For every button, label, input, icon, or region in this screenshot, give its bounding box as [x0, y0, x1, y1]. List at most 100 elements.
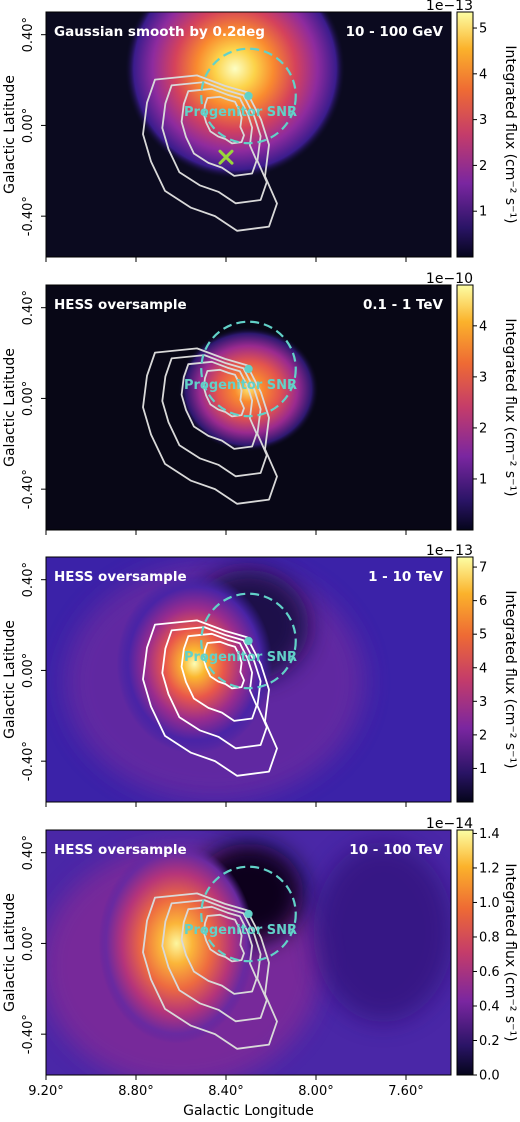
colorbar-tick-label: 2 [479, 159, 487, 174]
colorbar-tick-label: 1.4 [479, 827, 500, 842]
colorbar-tick-label: 7 [479, 561, 487, 576]
y-tick-label: 0.40° [21, 17, 36, 52]
snr-center-dot [244, 909, 253, 919]
energy-band-label: 10 - 100 TeV [349, 842, 443, 858]
snr-circle [200, 865, 297, 963]
colorbar-tick-label: 3 [479, 695, 487, 710]
heatmap-image: Progenitor SNR [46, 12, 451, 257]
colorbar-label: Integrated flux (cm⁻² s⁻¹) [502, 45, 518, 223]
x-axis-label: Galactic Longitude [183, 1103, 314, 1119]
colorbar-tick-label: 6 [479, 594, 487, 609]
contour-level-4 [202, 913, 245, 963]
snr-label: Progenitor SNR [184, 650, 297, 665]
contour-level-4 [202, 95, 245, 145]
colorbar-tick-label: 4 [479, 67, 487, 82]
heatmap-image: Progenitor SNR [46, 285, 451, 530]
colorbar-tick-label: 2 [479, 728, 487, 743]
emission-hotspot [98, 843, 255, 1044]
energy-band-label: 1 - 10 TeV [368, 569, 443, 585]
colorbar-scale-label: 1e−13 [426, 0, 473, 14]
x-tick-label: 8.00° [298, 1084, 333, 1099]
contour-level-3 [180, 632, 258, 722]
snr-label: Progenitor SNR [184, 105, 297, 120]
y-axis-label: Galactic Latitude [2, 893, 18, 1012]
colorbar-label: Integrated flux (cm⁻² s⁻¹) [502, 863, 518, 1041]
energy-band-label: 0.1 - 1 TeV [363, 297, 444, 313]
emission-hotspot [125, 12, 345, 179]
colorbar-scale-label: 1e−13 [426, 543, 473, 559]
y-tick-label: 0.00° [21, 381, 36, 416]
colorbar [456, 284, 474, 531]
colorbar [456, 829, 474, 1076]
panel-2: Progenitor SNR HESS oversample 0.1 - 1 TeV… [2, 271, 518, 535]
contour-level-1 [142, 619, 278, 777]
colorbar-tick-label: 4 [479, 661, 487, 676]
energy-band-label: 10 - 100 GeV [346, 24, 444, 40]
colorbar-tick-label: 5 [479, 22, 487, 37]
colorbar-scale-label: 1e−10 [426, 271, 473, 287]
colorbar-tick-label: 0.8 [479, 930, 500, 945]
y-tick-label: 0.00° [21, 653, 36, 688]
colorbar [456, 11, 474, 258]
axes-frame [45, 829, 452, 1076]
colorbar-tick-label: 0.2 [479, 1034, 500, 1049]
emission-hotspot [116, 573, 273, 754]
colorbar-tick-label: 1 [479, 472, 487, 487]
panel-title: HESS oversample [54, 297, 187, 313]
y-tick-label: 0.40° [21, 290, 36, 325]
panel-4: Progenitor SNR HESS oversample 10 - 100 Te… [2, 816, 518, 1119]
colorbar [456, 556, 474, 803]
panel-title: HESS oversample [54, 842, 187, 858]
contour-level-2 [161, 354, 268, 478]
axes-frame [45, 284, 452, 531]
snr-center-dot [244, 91, 253, 101]
y-tick-label: 0.40° [21, 562, 36, 597]
x-tick-label: 9.20° [28, 1084, 63, 1099]
colorbar-tick-label: 2 [479, 421, 487, 436]
contour-level-2 [161, 899, 268, 1023]
contour-level-1 [142, 347, 278, 505]
colorbar-tick-label: 3 [479, 370, 487, 385]
colorbar-scale-label: 1e−14 [426, 816, 473, 832]
colorbar-tick-label: 1.2 [479, 861, 500, 876]
contour-level-3 [180, 360, 258, 450]
y-axis-label: Galactic Latitude [2, 348, 18, 467]
colorbar-tick-label: 3 [479, 113, 487, 128]
axes-frame [45, 11, 452, 258]
snr-center-dot [244, 636, 253, 646]
colorbar-tick-label: 1 [479, 205, 487, 220]
y-tick-label: 0.00° [21, 926, 36, 961]
colorbar-tick-label: 4 [479, 319, 487, 334]
colorbar-tick-label: 1 [479, 762, 487, 777]
heatmap-image: Progenitor SNR [46, 557, 451, 802]
contour-level-4 [202, 368, 245, 418]
panel-title: HESS oversample [54, 569, 187, 585]
panel-1: Progenitor SNR Gaussian smooth by 0.2deg 1… [2, 0, 518, 262]
y-axis-label: Galactic Latitude [2, 75, 18, 194]
snr-circle [200, 592, 297, 690]
x-tick-label: 8.80° [118, 1084, 153, 1099]
contour-level-3 [180, 905, 258, 995]
y-tick-label: 0.40° [21, 835, 36, 870]
y-tick-label: -0.40° [21, 741, 36, 781]
snr-center-dot [244, 364, 253, 374]
colorbar-label: Integrated flux (cm⁻² s⁻¹) [502, 590, 518, 768]
snr-circle [200, 47, 297, 145]
axes-frame [45, 556, 452, 803]
colorbar-tick-label: 1.0 [479, 896, 500, 911]
y-tick-label: -0.40° [21, 469, 36, 509]
snr-label: Progenitor SNR [184, 378, 297, 393]
contour-level-1 [142, 892, 278, 1050]
x-tick-label: 8.40° [208, 1084, 243, 1099]
y-tick-label: -0.40° [21, 1014, 36, 1054]
y-tick-label: 0.00° [21, 108, 36, 143]
x-marker [218, 149, 234, 165]
contour-level-1 [142, 74, 278, 232]
colorbar-tick-label: 5 [479, 628, 487, 643]
heatmap-image: Progenitor SNR [46, 830, 451, 1075]
x-tick-label: 7.60° [388, 1084, 423, 1099]
panel-3: Progenitor SNR HESS oversample 1 - 10 TeV 0… [2, 543, 518, 807]
colorbar-label: Integrated flux (cm⁻² s⁻¹) [502, 318, 518, 496]
colorbar-tick-label: 0.0 [479, 1069, 500, 1084]
